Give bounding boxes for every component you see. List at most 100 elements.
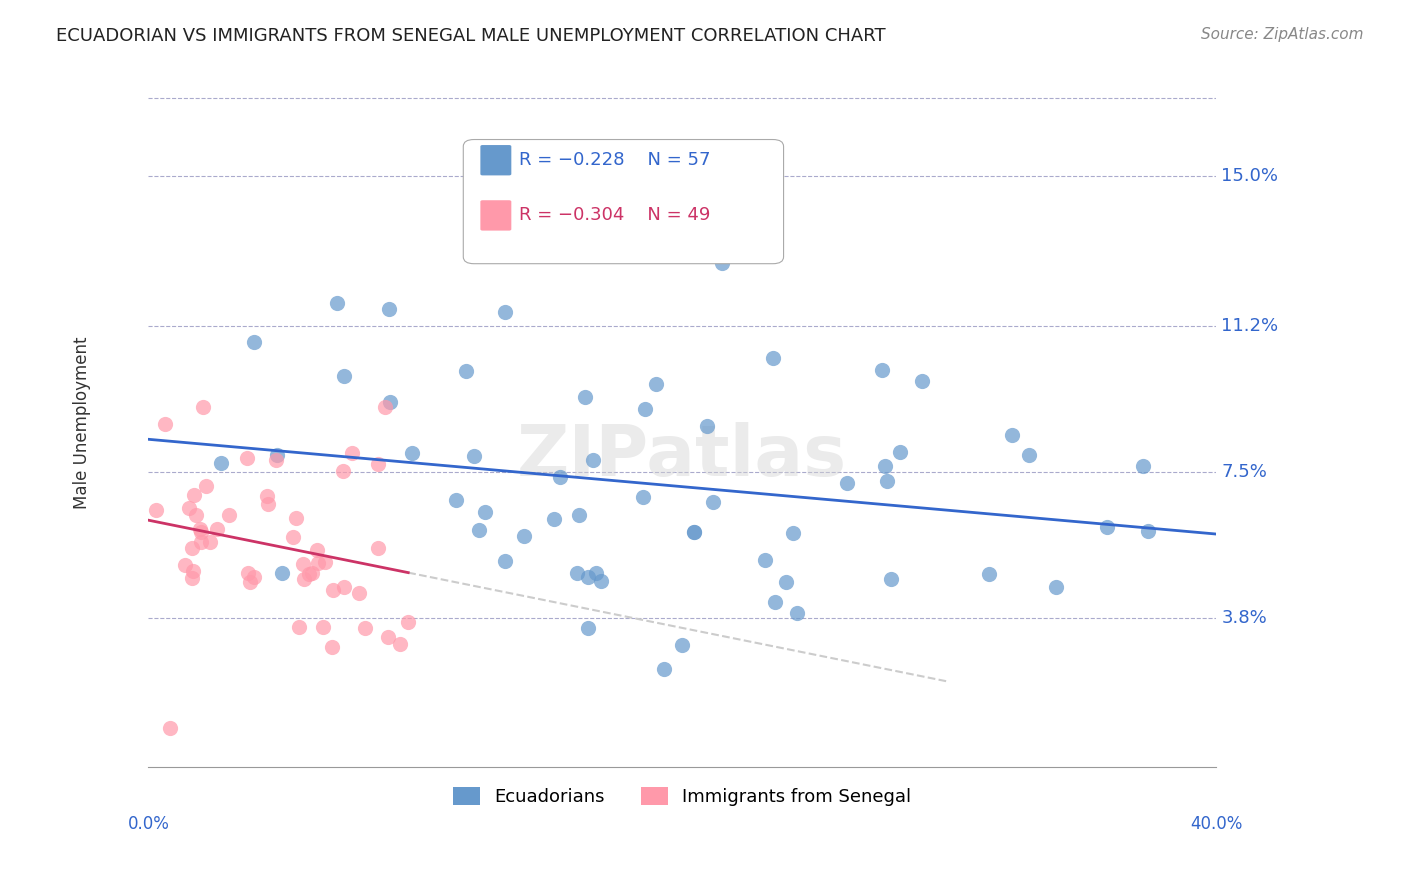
Point bbox=[239, 575, 262, 590]
Point bbox=[682, 525, 704, 540]
Point bbox=[696, 419, 718, 434]
Point bbox=[1018, 448, 1040, 462]
FancyBboxPatch shape bbox=[464, 139, 783, 264]
Point bbox=[494, 554, 516, 568]
Point bbox=[326, 295, 349, 310]
Point bbox=[181, 564, 204, 578]
Point bbox=[243, 570, 266, 584]
Point bbox=[195, 479, 218, 493]
Point bbox=[671, 639, 693, 653]
Point bbox=[314, 555, 336, 569]
Point bbox=[291, 558, 314, 572]
Point bbox=[298, 566, 321, 581]
Point bbox=[589, 574, 612, 588]
Point bbox=[342, 446, 364, 460]
Point bbox=[1137, 524, 1160, 538]
Point bbox=[474, 505, 496, 519]
Point bbox=[235, 450, 257, 465]
Point bbox=[307, 556, 329, 570]
Text: ZIPatlas: ZIPatlas bbox=[517, 423, 848, 491]
Point bbox=[880, 573, 903, 587]
Point bbox=[873, 458, 896, 473]
Point bbox=[311, 620, 333, 634]
Legend: Ecuadorians, Immigrants from Senegal: Ecuadorians, Immigrants from Senegal bbox=[446, 780, 918, 814]
Point bbox=[183, 488, 205, 502]
Point bbox=[374, 400, 396, 414]
Point bbox=[377, 630, 399, 644]
Point bbox=[837, 475, 859, 490]
Point bbox=[218, 508, 240, 523]
Point bbox=[190, 524, 212, 539]
Point bbox=[284, 511, 307, 525]
Point bbox=[585, 566, 607, 580]
Point bbox=[775, 574, 797, 589]
Point bbox=[1045, 580, 1067, 594]
Text: 0.0%: 0.0% bbox=[128, 814, 169, 832]
Point bbox=[977, 567, 1000, 582]
Point bbox=[180, 541, 202, 556]
Point bbox=[266, 453, 288, 467]
Point bbox=[889, 445, 911, 459]
Point bbox=[444, 493, 467, 508]
Point bbox=[347, 586, 370, 600]
Point bbox=[763, 595, 786, 609]
FancyBboxPatch shape bbox=[481, 145, 512, 176]
Point bbox=[321, 640, 343, 654]
Point bbox=[153, 417, 176, 431]
FancyBboxPatch shape bbox=[481, 200, 512, 231]
Point bbox=[292, 572, 315, 586]
Point bbox=[367, 457, 389, 471]
Text: Male Unemployment: Male Unemployment bbox=[73, 336, 90, 508]
Point bbox=[565, 566, 588, 580]
Point bbox=[568, 508, 591, 522]
Point bbox=[145, 503, 167, 517]
Point bbox=[401, 446, 423, 460]
Point bbox=[644, 377, 666, 392]
Point bbox=[159, 721, 181, 735]
Point bbox=[332, 464, 354, 478]
Point bbox=[198, 535, 221, 549]
Point bbox=[396, 615, 419, 630]
Point bbox=[1001, 427, 1024, 442]
Text: 11.2%: 11.2% bbox=[1222, 317, 1278, 334]
Point bbox=[301, 566, 323, 580]
Text: ECUADORIAN VS IMMIGRANTS FROM SENEGAL MALE UNEMPLOYMENT CORRELATION CHART: ECUADORIAN VS IMMIGRANTS FROM SENEGAL MA… bbox=[56, 27, 886, 45]
Point bbox=[354, 622, 377, 636]
Point bbox=[494, 304, 516, 318]
Point bbox=[288, 620, 311, 634]
Text: Source: ZipAtlas.com: Source: ZipAtlas.com bbox=[1201, 27, 1364, 42]
Point bbox=[543, 512, 565, 526]
Point bbox=[307, 543, 329, 558]
Point bbox=[754, 553, 776, 567]
Point bbox=[266, 448, 288, 462]
Point bbox=[911, 374, 934, 388]
Point bbox=[786, 606, 808, 620]
Point bbox=[513, 529, 536, 543]
Point bbox=[634, 402, 657, 417]
Point bbox=[574, 390, 596, 404]
Text: 3.8%: 3.8% bbox=[1222, 608, 1267, 626]
Point bbox=[578, 621, 600, 635]
Text: 7.5%: 7.5% bbox=[1222, 463, 1267, 481]
Point bbox=[191, 400, 214, 414]
Point bbox=[582, 453, 605, 467]
Point bbox=[367, 541, 389, 556]
Point bbox=[173, 558, 195, 572]
Point bbox=[876, 474, 898, 488]
Point bbox=[378, 394, 401, 409]
Point bbox=[256, 497, 278, 511]
Point bbox=[333, 580, 356, 594]
Point bbox=[243, 335, 266, 350]
Point bbox=[454, 364, 477, 378]
Point bbox=[576, 570, 599, 584]
Point bbox=[782, 525, 804, 540]
Point bbox=[271, 566, 294, 580]
Point bbox=[468, 523, 491, 537]
Text: 15.0%: 15.0% bbox=[1222, 167, 1278, 185]
Text: R = −0.304    N = 49: R = −0.304 N = 49 bbox=[519, 206, 710, 225]
Text: 40.0%: 40.0% bbox=[1189, 814, 1241, 832]
Point bbox=[683, 524, 706, 539]
Point bbox=[190, 534, 212, 549]
Point bbox=[186, 508, 208, 523]
Point bbox=[283, 530, 305, 544]
